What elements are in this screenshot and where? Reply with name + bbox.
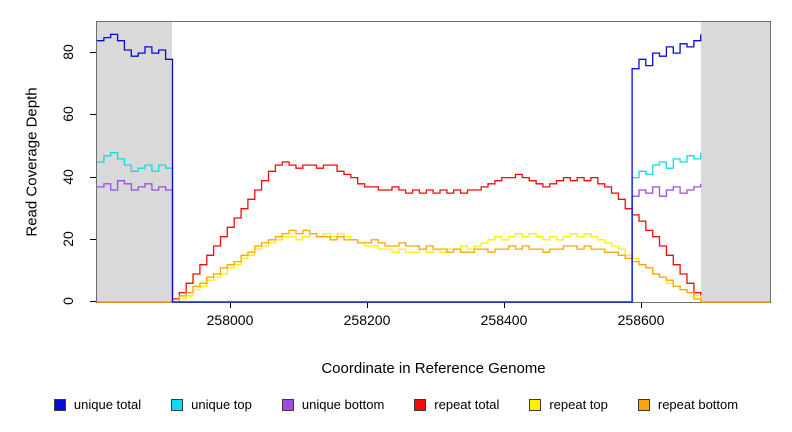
legend: unique total unique top unique bottom repea… (0, 397, 792, 412)
legend-item-unique-bottom: unique bottom (281, 397, 385, 412)
y-tick (90, 301, 96, 302)
y-tick-label-text: 20 (60, 231, 76, 247)
y-tick-label-text: 80 (60, 44, 76, 60)
legend-swatch-icon (171, 398, 184, 411)
y-tick (90, 239, 96, 240)
legend-swatch-icon (414, 398, 427, 411)
x-tick (504, 303, 505, 308)
series-line-unique-total (97, 33, 702, 303)
x-tick-label: 258000 (206, 312, 254, 328)
legend-item-unique-total: unique total (53, 397, 142, 412)
legend-swatch-icon (281, 398, 294, 411)
series-line-repeat-total (97, 161, 770, 303)
legend-item-unique-top: unique top (171, 397, 252, 412)
legend-label: unique bottom (301, 397, 385, 412)
plot-area (96, 21, 771, 303)
legend-item-repeat-bottom: repeat bottom (637, 397, 739, 412)
x-tick (367, 303, 368, 308)
legend-swatch-icon (529, 398, 542, 411)
legend-label: unique top (191, 397, 252, 412)
legend-label: unique total (73, 397, 142, 412)
y-axis-title-text: Read Coverage Depth (23, 87, 41, 237)
x-tick-label: 258600 (617, 312, 665, 328)
x-tick-label: 258400 (480, 312, 528, 328)
y-tick (90, 114, 96, 115)
legend-item-repeat-total: repeat total (414, 397, 499, 412)
legend-swatch-icon (637, 398, 650, 411)
y-tick-label-text: 60 (60, 106, 76, 122)
legend-swatch-icon (53, 398, 66, 411)
y-tick-label-text: 40 (60, 169, 76, 185)
y-tick (90, 177, 96, 178)
y-tick (90, 52, 96, 53)
legend-item-repeat-top: repeat top (529, 397, 608, 412)
series-line-unique-top (97, 152, 702, 303)
x-tick (641, 303, 642, 308)
y-tick-label-text: 0 (60, 297, 76, 305)
highlight-region-right-flank (700, 22, 770, 302)
legend-label: repeat bottom (657, 397, 739, 412)
series-line-repeat-top (97, 232, 770, 303)
series-canvas (97, 33, 770, 303)
legend-label: repeat top (549, 397, 608, 412)
x-tick (230, 303, 231, 308)
legend-label: repeat total (434, 397, 500, 412)
highlight-region-left-flank (97, 22, 173, 302)
x-tick-label: 258200 (343, 312, 391, 328)
x-axis-title: Coordinate in Reference Genome (321, 360, 546, 377)
series-line-repeat-bottom (97, 229, 770, 303)
